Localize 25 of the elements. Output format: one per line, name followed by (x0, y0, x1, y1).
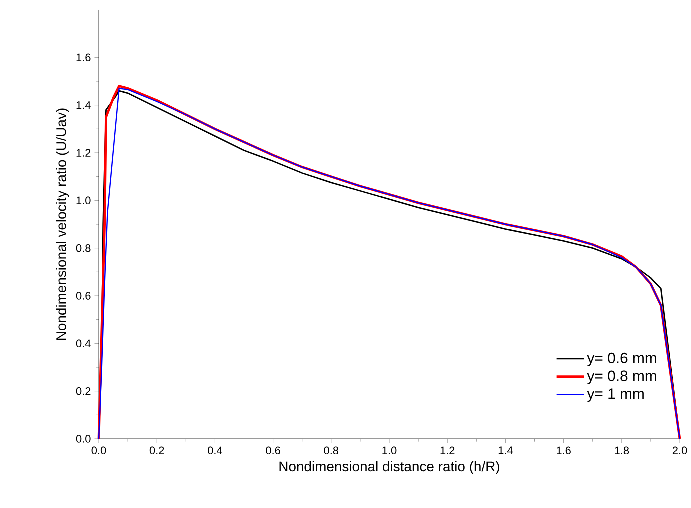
x-tick-label: 0.2 (150, 446, 164, 455)
y-tick-label: 1.0 (76, 196, 91, 205)
y-tick-label: 0.4 (76, 340, 91, 348)
y-tick-label: 1.2 (76, 149, 91, 157)
legend-label: y= 0.8 mm (587, 370, 656, 384)
y-tick-label: 0.0 (76, 435, 91, 443)
x-axis-title: Nondimensional distance ratio (h/R) (280, 461, 500, 474)
y-tick-label: 1.6 (76, 54, 91, 62)
x-tick-label: 1.0 (382, 446, 397, 455)
x-tick-label: 0.0 (92, 446, 106, 455)
x-tick-label: 0.8 (324, 446, 339, 455)
x-tick-label: 0.6 (266, 446, 280, 455)
legend-label: y= 1 mm (587, 388, 644, 402)
x-tick-label: 1.4 (498, 446, 513, 454)
y-tick-label: 1.4 (76, 102, 91, 110)
y-tick-label: 0.8 (76, 244, 91, 252)
x-tick-label: 2.0 (672, 446, 688, 455)
y-tick-label: 0.6 (76, 292, 91, 300)
x-tick-label: 1.2 (440, 446, 455, 454)
x-tick-label: 1.8 (615, 446, 630, 455)
x-tick-label: 1.6 (557, 446, 571, 455)
y-axis-title: Nondimensional velocity ratio (U/Uav) (56, 108, 70, 340)
y-tick-label: 0.2 (76, 387, 91, 396)
legend-label: y= 0.6 mm (587, 352, 656, 366)
x-tick-label: 0.4 (208, 446, 222, 455)
